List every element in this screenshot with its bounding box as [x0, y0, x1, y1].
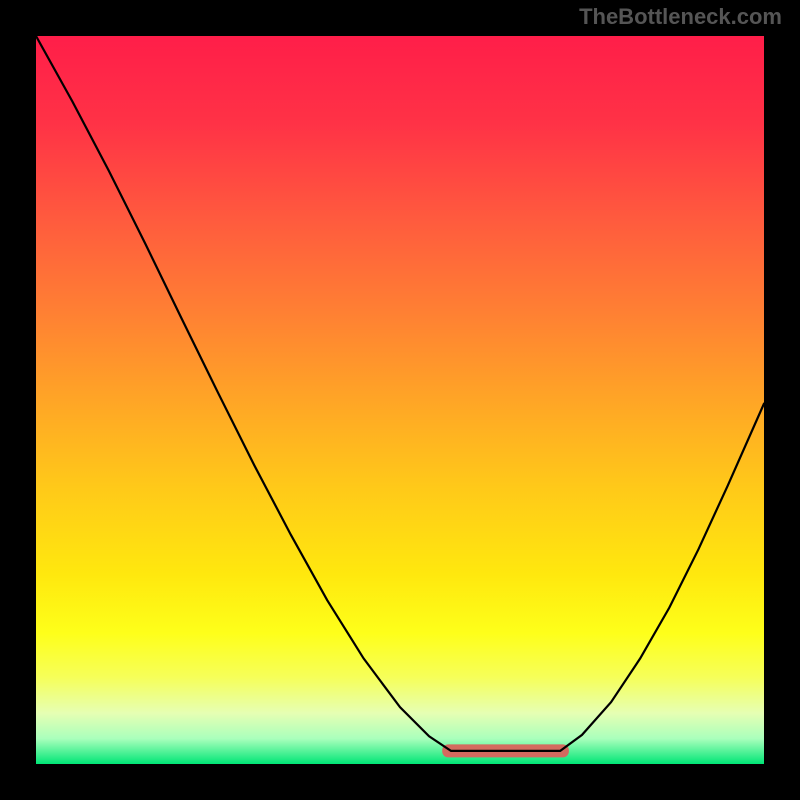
attribution-text: TheBottleneck.com	[579, 4, 782, 30]
plot-area	[36, 36, 764, 764]
v-curve-path	[36, 36, 764, 751]
curve-svg	[36, 36, 764, 764]
chart-frame: TheBottleneck.com	[0, 0, 800, 800]
